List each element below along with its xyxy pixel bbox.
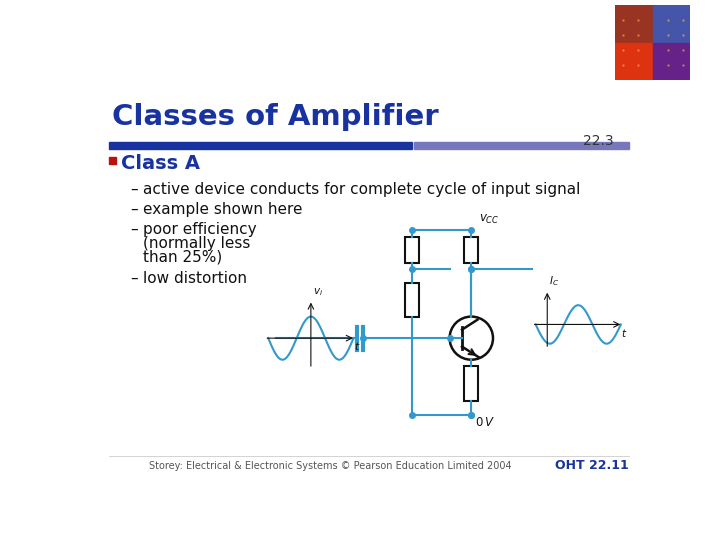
Text: active device conducts for complete cycle of input signal: active device conducts for complete cycl… bbox=[143, 182, 580, 197]
Bar bbox=[414, 142, 629, 149]
Text: (normally less: (normally less bbox=[143, 236, 250, 251]
Text: Class A: Class A bbox=[121, 154, 200, 173]
Text: $I_C$: $I_C$ bbox=[549, 274, 559, 288]
Bar bbox=[464, 366, 478, 401]
Bar bbox=[109, 142, 412, 149]
Bar bbox=[109, 157, 117, 164]
Text: low distortion: low distortion bbox=[143, 271, 247, 286]
Text: example shown here: example shown here bbox=[143, 202, 302, 217]
Text: $0\,V$: $0\,V$ bbox=[475, 416, 495, 429]
Text: Classes of Amplifier: Classes of Amplifier bbox=[112, 103, 438, 131]
Text: than 25%): than 25%) bbox=[143, 249, 222, 265]
Text: OHT 22.11: OHT 22.11 bbox=[555, 460, 629, 472]
Text: poor efficiency: poor efficiency bbox=[143, 222, 256, 237]
Bar bbox=[652, 5, 690, 43]
Bar bbox=[652, 43, 690, 80]
Text: $t$: $t$ bbox=[354, 340, 361, 353]
Text: $t$: $t$ bbox=[621, 327, 627, 339]
Bar bbox=[405, 283, 418, 318]
Text: $v_{CC}$: $v_{CC}$ bbox=[479, 213, 500, 226]
Text: $v_i$: $v_i$ bbox=[313, 286, 323, 298]
Text: –: – bbox=[130, 271, 138, 286]
Text: –: – bbox=[130, 202, 138, 217]
Text: –: – bbox=[130, 182, 138, 197]
Bar bbox=[615, 43, 652, 80]
Bar bbox=[405, 237, 418, 262]
Text: –: – bbox=[130, 222, 138, 237]
Bar bbox=[615, 5, 652, 43]
Text: 22.3: 22.3 bbox=[583, 134, 614, 148]
Text: Storey: Electrical & Electronic Systems © Pearson Education Limited 2004: Storey: Electrical & Electronic Systems … bbox=[149, 461, 512, 471]
Bar bbox=[464, 237, 478, 262]
